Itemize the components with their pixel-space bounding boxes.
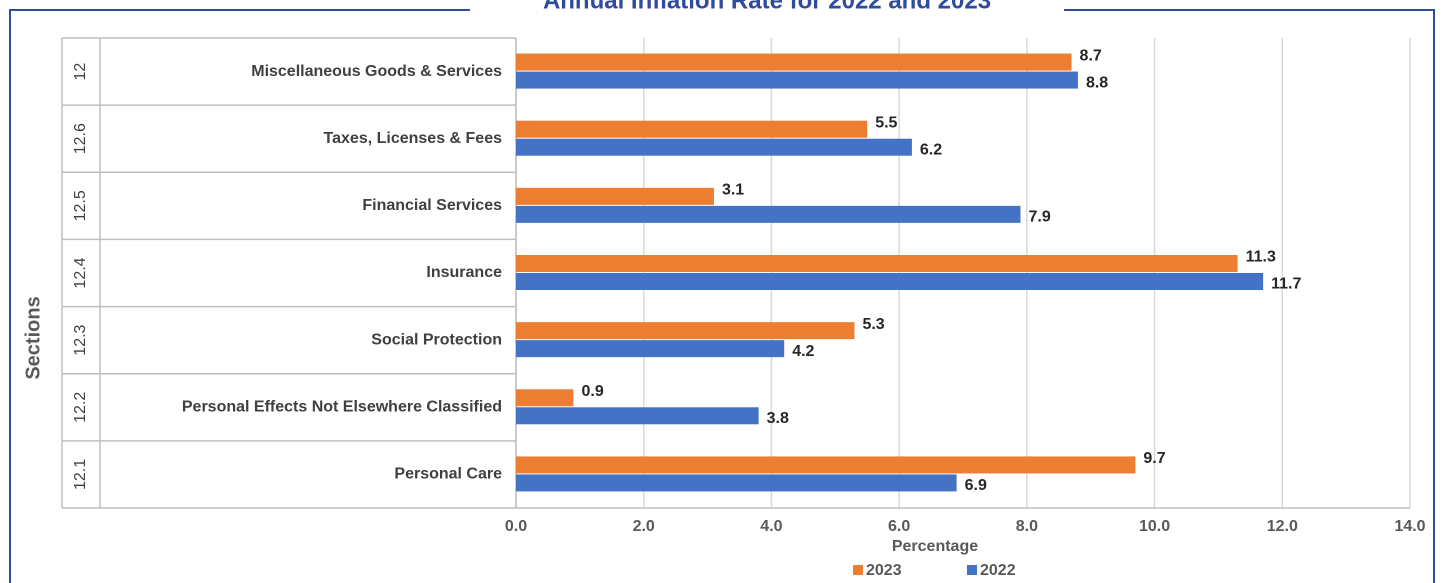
bar: [516, 53, 1072, 71]
category-label: Social Protection: [371, 331, 502, 348]
data-label: 8.8: [1086, 74, 1108, 91]
x-tick-label: 14.0: [1394, 518, 1425, 535]
bar: [516, 273, 1264, 290]
bar: [516, 205, 1021, 223]
data-label: 8.7: [1080, 47, 1102, 64]
data-label: 0.9: [581, 383, 603, 400]
data-label: 6.9: [965, 477, 987, 494]
x-tick-label: 6.0: [888, 518, 910, 535]
data-label: 3.1: [722, 182, 744, 199]
x-axis-title: Percentage: [892, 538, 978, 555]
category-label: Personal Effects Not Elsewhere Classifie…: [182, 399, 502, 416]
bar: [516, 120, 868, 138]
bar: [516, 456, 1136, 474]
bar: [516, 138, 912, 156]
data-label: 6.2: [920, 141, 942, 158]
category-label: Miscellaneous Goods & Services: [251, 63, 502, 80]
data-label: 9.7: [1143, 450, 1165, 467]
data-label: 5.5: [875, 114, 897, 131]
category-code: 12.5: [72, 190, 89, 221]
data-label: 11.3: [1246, 249, 1276, 266]
data-label: 5.3: [862, 316, 884, 333]
legend-swatch: [967, 565, 977, 575]
category-code: 12.2: [72, 392, 89, 423]
x-tick-label: 12.0: [1267, 518, 1298, 535]
category-code: 12.3: [72, 324, 89, 355]
category-code: 12.4: [72, 257, 89, 288]
bar: [516, 322, 855, 340]
legend-swatch: [853, 565, 863, 575]
legend-label: 2023: [866, 562, 902, 579]
category-label: Personal Care: [394, 466, 502, 483]
chart-frame: [9, 9, 1435, 583]
bar: [516, 255, 1238, 272]
x-tick-label: 4.0: [760, 518, 782, 535]
bar: [516, 71, 1078, 89]
title-background: [470, 0, 1064, 20]
data-label: 11.7: [1271, 276, 1301, 293]
bar: [516, 389, 574, 407]
category-code: 12.1: [72, 459, 89, 490]
chart-title: Annual Inflation Rate for 2022 and 2023: [543, 0, 991, 14]
category-label: Insurance: [426, 264, 502, 281]
x-tick-label: 0.0: [505, 518, 527, 535]
category-label: Taxes, Licenses & Fees: [324, 130, 503, 147]
bar: [516, 187, 714, 205]
x-tick-label: 8.0: [1016, 518, 1038, 535]
bar: [516, 474, 957, 492]
category-code: 12: [72, 63, 89, 81]
category-code: 12.6: [72, 123, 89, 154]
bar: [516, 340, 785, 358]
y-axis-title: Sections: [22, 296, 44, 379]
x-tick-label: 2.0: [633, 518, 655, 535]
bar: [516, 407, 759, 425]
data-label: 7.9: [1028, 209, 1050, 226]
data-label: 3.8: [767, 410, 789, 427]
legend-label: 2022: [980, 562, 1016, 579]
x-tick-label: 10.0: [1139, 518, 1170, 535]
category-label: Financial Services: [362, 197, 502, 214]
data-label: 4.2: [792, 343, 814, 360]
